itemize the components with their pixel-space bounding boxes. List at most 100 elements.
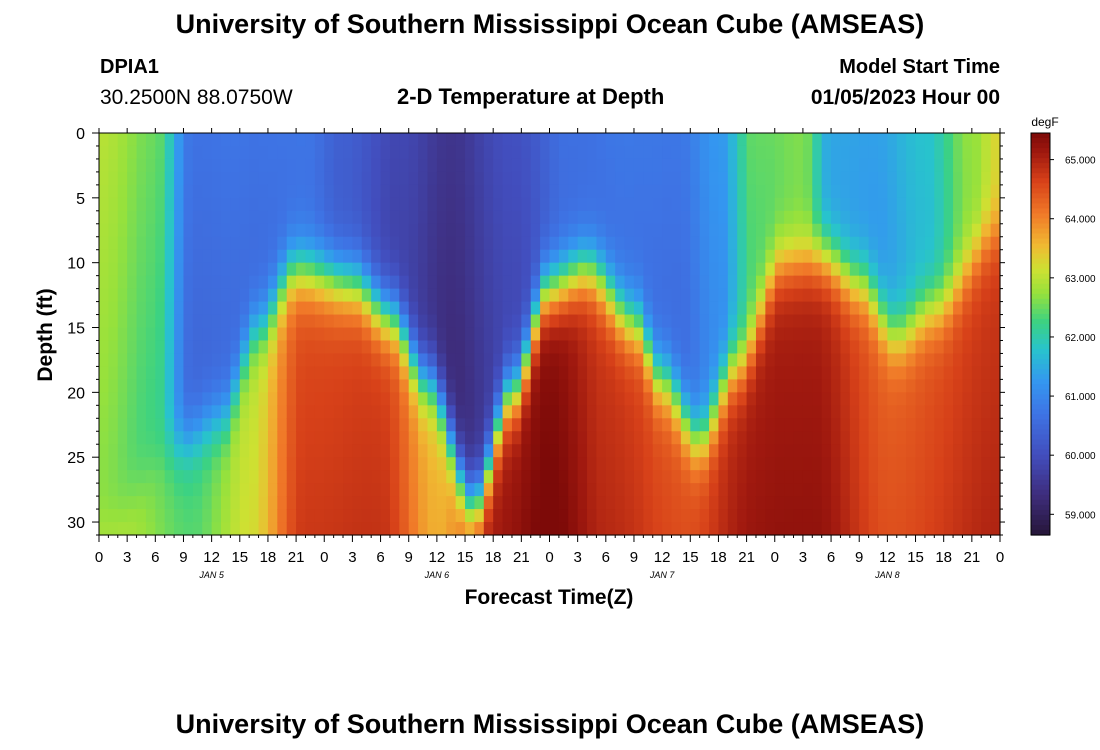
heat-cell	[540, 249, 551, 264]
heat-cell	[145, 522, 156, 536]
heat-cell	[530, 249, 541, 264]
heat-cell	[821, 444, 832, 458]
colorbar-segment	[1031, 514, 1050, 521]
heat-cell	[849, 301, 860, 316]
heat-cell	[587, 275, 598, 290]
heat-cell	[324, 275, 335, 290]
heat-cell	[784, 353, 795, 368]
heat-cell	[352, 210, 363, 225]
heat-cell	[174, 223, 185, 238]
heat-cell	[530, 171, 541, 186]
heat-cell	[202, 288, 213, 303]
heat-cell	[671, 470, 682, 484]
heat-cell	[483, 457, 494, 471]
heat-cell	[389, 483, 400, 497]
heat-cell	[333, 470, 344, 484]
heat-cell	[211, 262, 222, 277]
heat-cell	[418, 275, 429, 290]
heat-cell	[765, 133, 776, 147]
heat-cell	[408, 249, 419, 264]
heat-cell	[446, 483, 457, 497]
heat-cell	[690, 262, 701, 277]
heat-cell	[389, 197, 400, 212]
heat-cell	[521, 353, 532, 368]
heat-cell	[540, 223, 551, 238]
heat-cell	[521, 405, 532, 419]
colorbar-segment	[1031, 138, 1050, 144]
heat-cell	[540, 470, 551, 484]
heat-cell	[174, 301, 185, 316]
heat-cell	[446, 184, 457, 199]
heat-cell	[145, 405, 156, 419]
heat-cell	[671, 184, 682, 199]
heat-cell	[145, 457, 156, 471]
heat-cell	[662, 288, 673, 303]
heat-cell	[221, 223, 231, 238]
heat-cell	[117, 262, 128, 277]
heat-cell	[352, 470, 363, 484]
heat-cell	[981, 171, 992, 186]
heat-cell	[896, 158, 907, 173]
heat-cell	[990, 379, 1001, 393]
heat-cell	[587, 327, 598, 342]
heat-cell	[549, 133, 560, 147]
heat-cell	[755, 145, 766, 160]
heat-cell	[389, 288, 400, 303]
heat-cell	[887, 327, 898, 342]
heat-cell	[202, 262, 213, 277]
heat-cell	[127, 470, 138, 484]
heat-cell	[361, 496, 372, 510]
heat-cell	[258, 236, 269, 251]
heat-cell	[934, 418, 945, 432]
heat-cell	[652, 145, 663, 160]
heat-cell	[558, 522, 569, 536]
colorbar-segment	[1031, 188, 1050, 194]
heat-cell	[990, 405, 1001, 419]
heat-cell	[99, 327, 109, 342]
heat-cell	[183, 509, 194, 523]
heat-cell	[249, 197, 260, 212]
heat-cell	[267, 301, 278, 316]
heat-cell	[990, 457, 1001, 471]
heat-cell	[812, 171, 823, 186]
heat-cell	[296, 145, 307, 160]
heat-cell	[840, 249, 851, 264]
heat-cell	[455, 496, 466, 510]
heat-cell	[211, 340, 222, 355]
heat-cell	[615, 275, 626, 290]
colorbar-segment	[1031, 303, 1050, 310]
model-start-label: Model Start Time	[839, 56, 1000, 78]
heat-cell	[99, 405, 109, 419]
heat-cell	[399, 145, 410, 160]
heat-cell	[483, 366, 494, 380]
heat-cell	[474, 366, 485, 380]
heat-cell	[493, 470, 504, 484]
heat-cell	[953, 392, 964, 406]
heat-cell	[333, 171, 344, 186]
heat-cell	[211, 275, 222, 290]
heat-cell	[221, 483, 231, 497]
heat-cell	[455, 470, 466, 484]
heat-cell	[662, 418, 673, 432]
heat-cell	[127, 171, 138, 186]
heat-cell	[699, 223, 710, 238]
heat-cell	[990, 444, 1001, 458]
heat-cell	[831, 353, 842, 368]
heat-cell	[680, 353, 691, 368]
heat-cell	[521, 262, 532, 277]
heat-cell	[418, 171, 429, 186]
heat-cell	[267, 379, 278, 393]
heat-cell	[408, 522, 419, 536]
heat-cell	[802, 184, 813, 199]
heat-cell	[446, 522, 457, 536]
heat-cell	[305, 483, 316, 497]
colorbar-segment	[1031, 419, 1050, 426]
colorbar-segment	[1031, 318, 1050, 325]
heat-cell	[324, 340, 335, 355]
heat-cell	[483, 392, 494, 406]
x-tick-label: 18	[485, 549, 502, 566]
heat-cell	[127, 509, 138, 523]
heat-cell	[530, 379, 541, 393]
heat-cell	[117, 288, 128, 303]
heat-cell	[127, 353, 138, 368]
